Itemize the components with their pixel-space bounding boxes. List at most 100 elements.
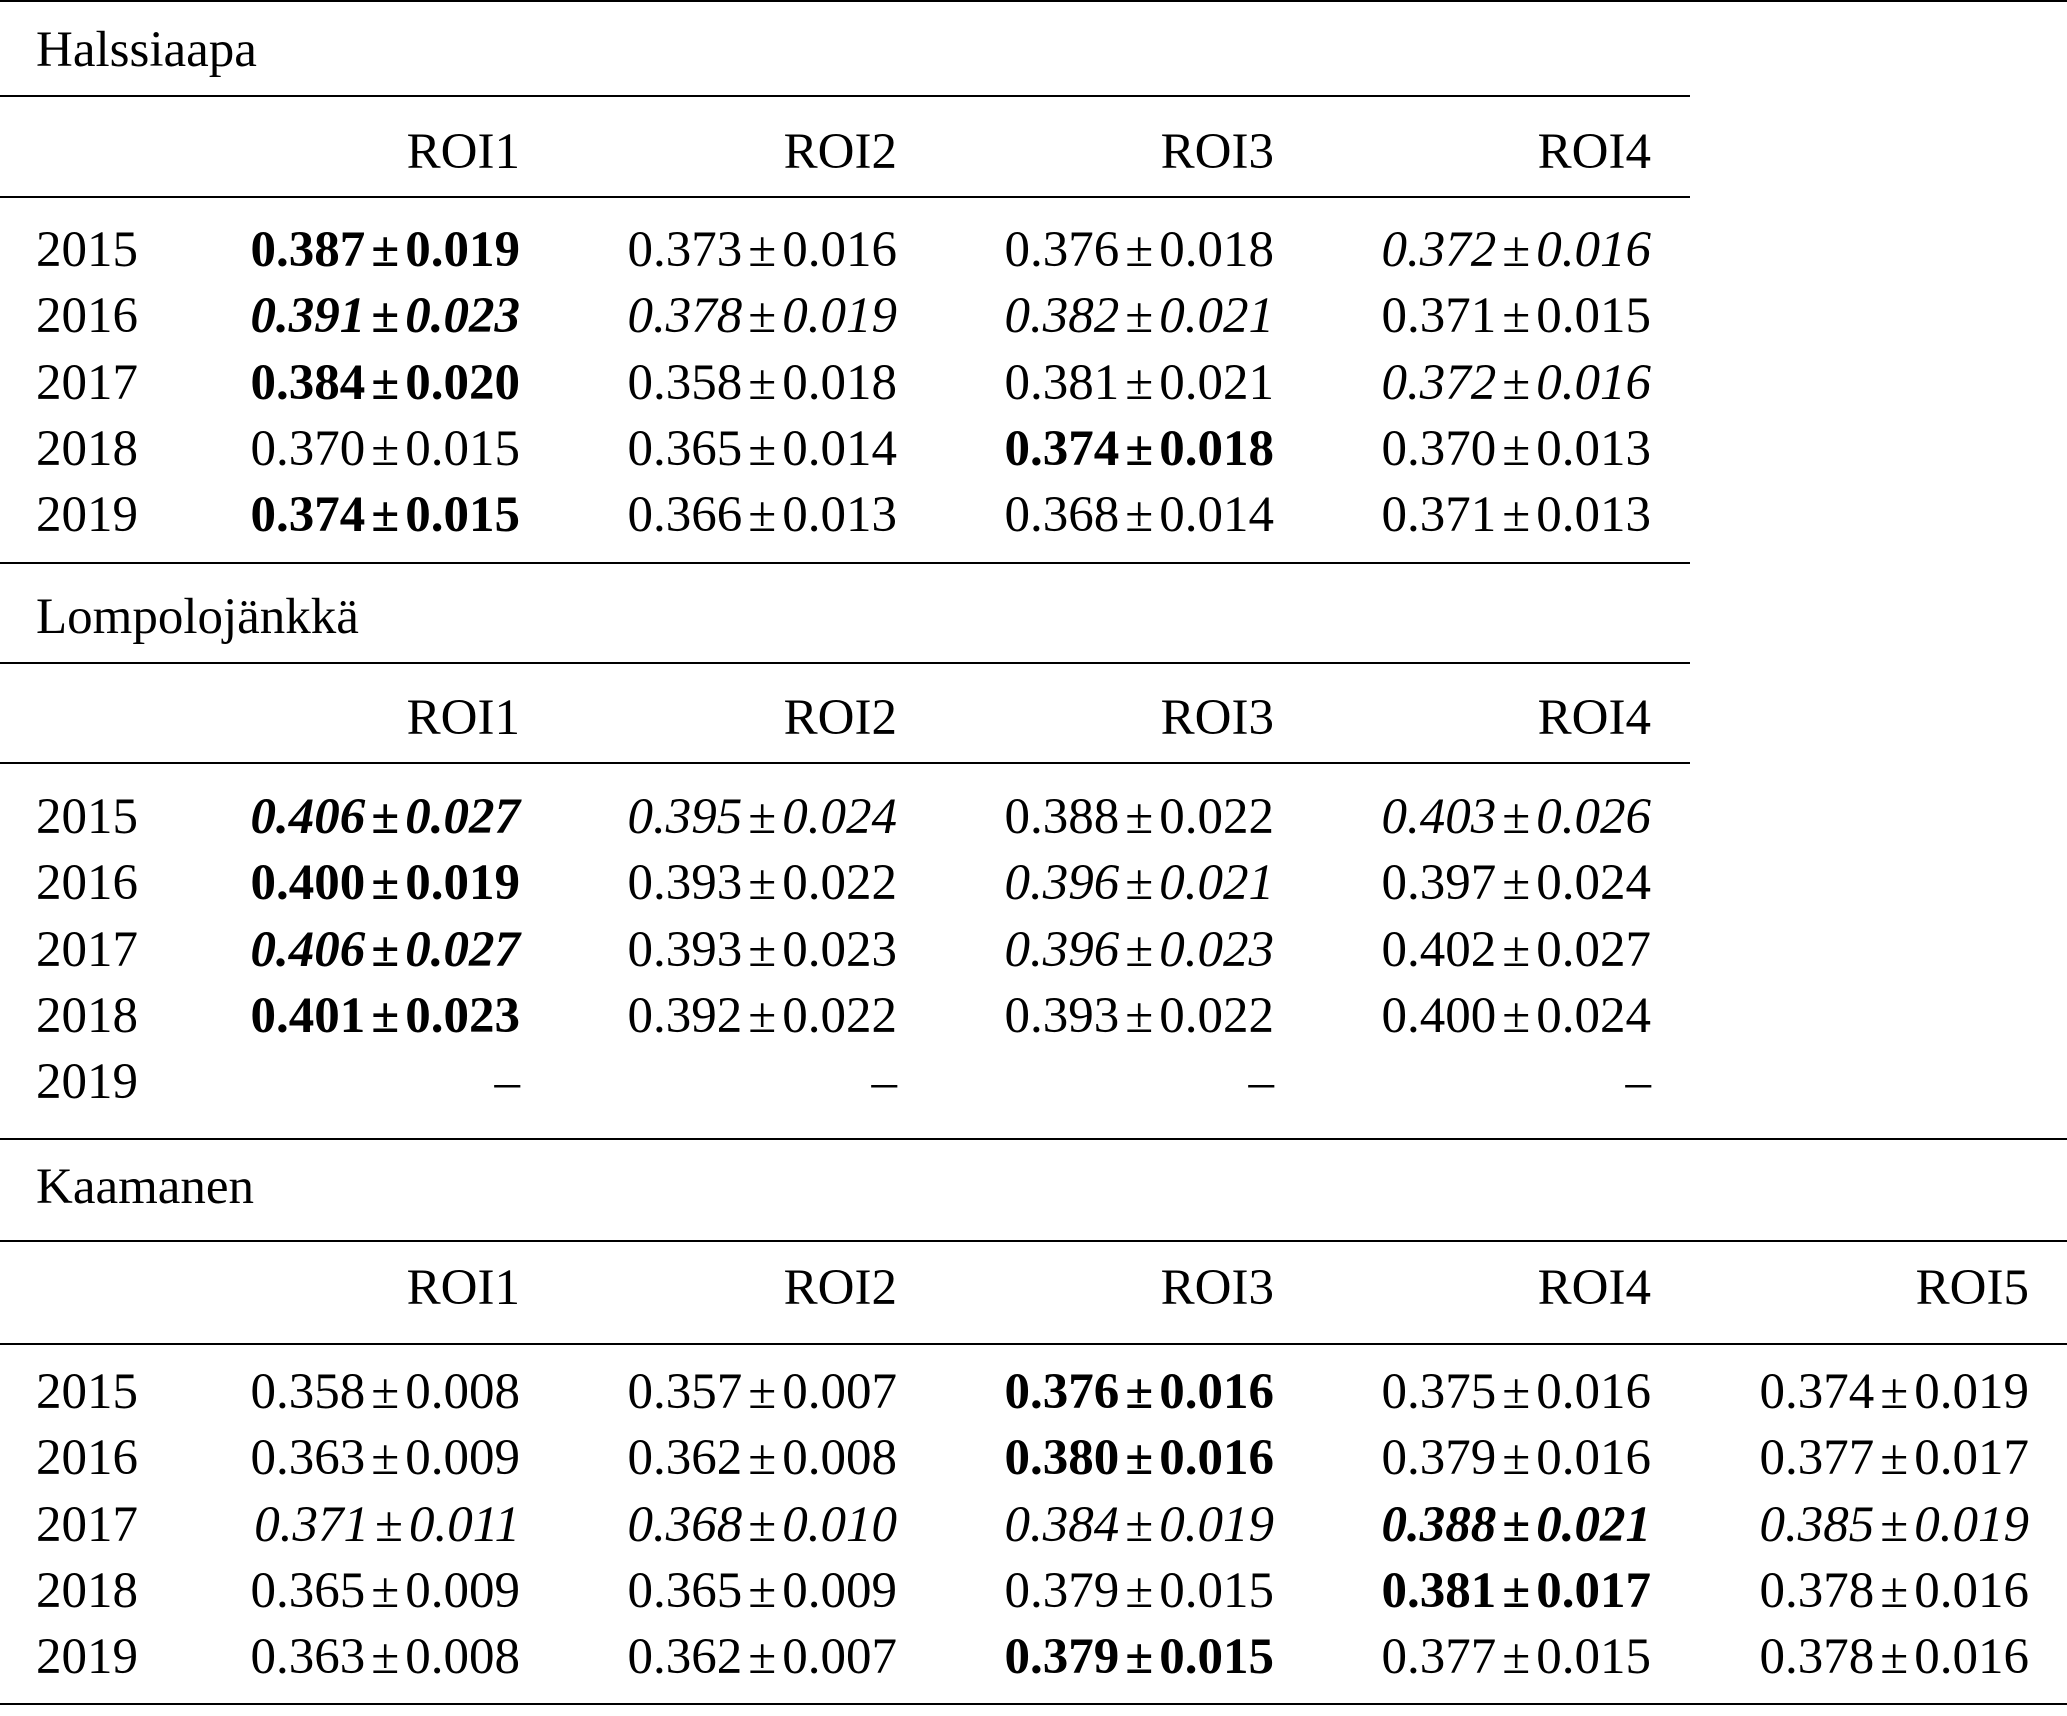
plus-minus-sign: ± — [748, 1629, 777, 1686]
mean-value: 0.388 — [1004, 789, 1120, 845]
plus-minus-sign: ± — [1125, 1430, 1154, 1487]
column-header: ROI4 — [1537, 690, 1651, 746]
plus-minus-sign: ± — [1125, 1629, 1154, 1686]
mean-value: 0.391 — [250, 288, 366, 345]
table-cell: 0.381 ±0.017 — [1382, 1561, 1652, 1621]
section-title: Lompolojänkkä — [36, 589, 359, 645]
table-cell: 0.400 ±0.019 — [251, 853, 521, 913]
table-cell: 0.365 ±0.014 — [628, 419, 898, 479]
table-cell: 0.381 ±0.021 — [1005, 353, 1275, 413]
row-year: 2019 — [36, 1054, 138, 1111]
mean-value: 0.402 — [1381, 921, 1497, 978]
mean-value: 0.379 — [1381, 1430, 1497, 1487]
plus-minus-sign: ± — [371, 921, 400, 978]
sd-value: 0.014 — [782, 420, 897, 477]
sd-value: 0.015 — [405, 487, 520, 544]
table-cell: – — [872, 1052, 898, 1112]
top-rule — [0, 0, 2067, 2]
plus-minus-sign: ± — [1502, 288, 1531, 345]
table-cell: 0.372 ±0.016 — [1382, 220, 1652, 280]
table-cell: 0.370 ±0.015 — [251, 419, 521, 479]
sd-value: 0.023 — [405, 987, 520, 1044]
table-cell: 0.362 ±0.007 — [628, 1627, 898, 1687]
mean-value: 0.357 — [627, 1364, 743, 1420]
sd-value: 0.019 — [1914, 1496, 2029, 1553]
sd-value: 0.016 — [1914, 1629, 2029, 1686]
table-cell: 0.396 ±0.021 — [1005, 853, 1275, 913]
plus-minus-sign: ± — [371, 1430, 400, 1487]
sd-value: 0.013 — [1536, 487, 1651, 544]
column-header: ROI5 — [1915, 1260, 2029, 1316]
mean-value: 0.392 — [627, 987, 743, 1044]
sd-value: 0.015 — [1159, 1629, 1274, 1686]
column-header: ROI1 — [406, 124, 520, 180]
mean-value: 0.371 — [1381, 288, 1497, 345]
mean-value: 0.393 — [627, 921, 743, 978]
plus-minus-sign: ± — [1502, 1629, 1531, 1686]
sd-value: 0.016 — [1159, 1364, 1274, 1420]
mean-value: 0.377 — [1381, 1629, 1497, 1686]
table-cell: 0.379 ±0.016 — [1382, 1428, 1652, 1488]
table-cell: 0.357 ±0.007 — [628, 1362, 898, 1422]
plus-minus-sign: ± — [1125, 288, 1154, 345]
plus-minus-sign: ± — [371, 1562, 400, 1619]
table-cell: 0.402 ±0.027 — [1382, 920, 1652, 980]
column-header: ROI4 — [1537, 124, 1651, 180]
plus-minus-sign: ± — [1502, 1562, 1531, 1619]
mean-value: 0.382 — [1004, 288, 1120, 345]
sd-value: 0.014 — [1159, 487, 1274, 544]
row-year: 2016 — [36, 1430, 138, 1487]
plus-minus-sign: ± — [748, 921, 777, 978]
mean-value: 0.372 — [1381, 222, 1497, 278]
table-cell: 0.385 ±0.019 — [1760, 1495, 2030, 1555]
row-year: 2018 — [36, 1562, 138, 1619]
sd-value: 0.021 — [1159, 288, 1274, 345]
mean-value: 0.406 — [250, 789, 366, 845]
table-cell: 0.392 ±0.022 — [628, 986, 898, 1046]
sd-value: 0.022 — [1159, 987, 1274, 1044]
table-cell: 0.393 ±0.022 — [628, 853, 898, 913]
mean-value: 0.362 — [627, 1629, 743, 1686]
section-rule — [0, 662, 1690, 664]
mean-value: 0.376 — [1004, 222, 1120, 278]
sd-value: 0.021 — [1159, 354, 1274, 411]
table-cell: 0.384 ±0.019 — [1005, 1495, 1275, 1555]
sd-value: 0.022 — [782, 987, 897, 1044]
mean-value: 0.387 — [250, 222, 366, 278]
plus-minus-sign: ± — [748, 1496, 777, 1553]
table-cell: – — [1249, 1052, 1275, 1112]
plus-minus-sign: ± — [1880, 1496, 1909, 1553]
mean-value: 0.379 — [1004, 1629, 1120, 1686]
plus-minus-sign: ± — [1502, 222, 1531, 278]
plus-minus-sign: ± — [1125, 487, 1154, 544]
mean-value: 0.393 — [1004, 987, 1120, 1044]
mean-value: 0.379 — [1004, 1562, 1120, 1619]
table-cell: 0.393 ±0.023 — [628, 920, 898, 980]
plus-minus-sign: ± — [748, 789, 777, 845]
column-header: ROI2 — [783, 690, 897, 746]
table-cell: 0.374 ±0.015 — [251, 485, 521, 545]
mean-value: 0.403 — [1381, 789, 1497, 845]
table-cell: 0.358 ±0.008 — [251, 1362, 521, 1422]
plus-minus-sign: ± — [371, 420, 400, 477]
plus-minus-sign: ± — [1502, 1430, 1531, 1487]
table-cell: 0.368 ±0.010 — [628, 1495, 898, 1555]
mean-value: 0.371 — [254, 1496, 370, 1553]
sd-value: 0.019 — [405, 855, 520, 912]
sd-value: 0.018 — [1159, 420, 1274, 477]
row-year: 2018 — [36, 420, 138, 477]
sd-value: 0.011 — [409, 1496, 520, 1553]
sd-value: 0.016 — [1536, 1430, 1651, 1487]
plus-minus-sign: ± — [1125, 921, 1154, 978]
mean-value: 0.393 — [627, 855, 743, 912]
mean-value: 0.358 — [627, 354, 743, 411]
plus-minus-sign: ± — [1502, 354, 1531, 411]
column-header: ROI3 — [1160, 690, 1274, 746]
sd-value: 0.021 — [1536, 1496, 1651, 1553]
sd-value: 0.019 — [405, 222, 520, 278]
sd-value: 0.027 — [405, 789, 520, 845]
sd-value: 0.016 — [1536, 222, 1651, 278]
plus-minus-sign: ± — [1125, 354, 1154, 411]
column-header: ROI2 — [783, 1260, 897, 1316]
